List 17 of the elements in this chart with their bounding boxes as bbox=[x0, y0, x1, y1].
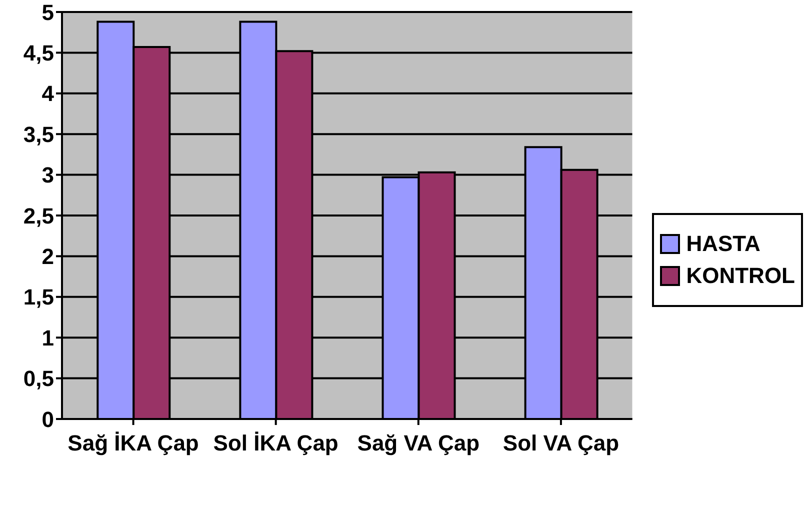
legend-label: KONTROL bbox=[686, 262, 795, 288]
legend-label: HASTA bbox=[686, 230, 760, 256]
x-tick-label: Sol İKA Çap bbox=[213, 430, 338, 456]
y-tick-label: 0,5 bbox=[23, 366, 54, 392]
x-tick-label: Sağ İKA Çap bbox=[68, 430, 199, 456]
y-tick-label: 1,5 bbox=[23, 284, 54, 310]
x-tick-label: Sol VA Çap bbox=[502, 430, 620, 456]
y-tick-label: 2 bbox=[42, 244, 54, 270]
y-tick-label: 3,5 bbox=[23, 122, 54, 147]
y-tick-label: 1 bbox=[42, 325, 54, 350]
y-tick-label: 5 bbox=[42, 0, 54, 25]
y-tick-label: 3 bbox=[42, 162, 54, 188]
y-tick-label: 0 bbox=[42, 406, 54, 432]
y-tick-label: 4,5 bbox=[23, 40, 54, 66]
y-tick-label: 2,5 bbox=[23, 203, 54, 228]
x-tick-label: Sağ VA Çap bbox=[357, 430, 480, 456]
y-tick-label: 4 bbox=[42, 81, 55, 106]
